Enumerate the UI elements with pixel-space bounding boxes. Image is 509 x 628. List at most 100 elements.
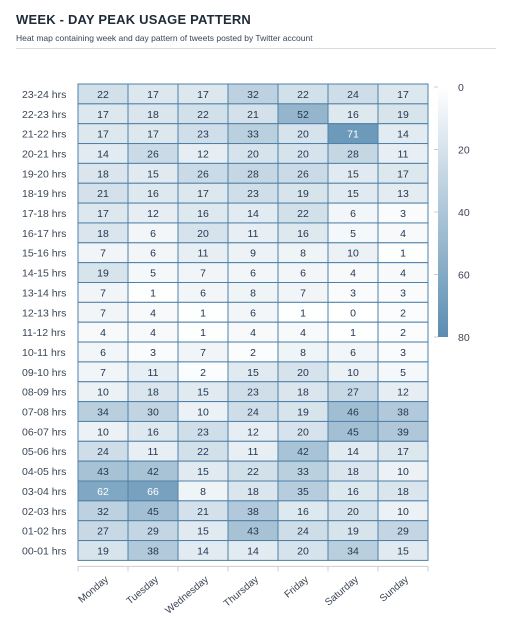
row-label: 18-19 hrs bbox=[22, 188, 66, 200]
cell-value-label: 14 bbox=[247, 545, 259, 557]
cell-value-label: 17 bbox=[197, 188, 209, 200]
column-label: Friday bbox=[283, 574, 311, 600]
cell-value-label: 20 bbox=[197, 228, 209, 240]
cell-value-label: 9 bbox=[250, 248, 256, 260]
cell-value-label: 16 bbox=[347, 109, 359, 121]
row-label: 00-01 hrs bbox=[22, 545, 66, 557]
row-label: 09-10 hrs bbox=[22, 367, 66, 379]
cell-value-label: 7 bbox=[200, 347, 206, 359]
cell-value-label: 10 bbox=[397, 506, 409, 518]
cell-value-label: 7 bbox=[100, 367, 106, 379]
cell-value-label: 19 bbox=[347, 526, 359, 538]
cell-value-label: 38 bbox=[397, 407, 409, 419]
title-divider bbox=[16, 48, 496, 49]
cell-value-label: 17 bbox=[97, 208, 109, 220]
cell-value-label: 34 bbox=[97, 407, 109, 419]
legend-gradient-bar bbox=[438, 87, 448, 337]
cell-value-label: 14 bbox=[247, 208, 259, 220]
cell-value-label: 30 bbox=[147, 407, 159, 419]
cell-value-label: 28 bbox=[347, 148, 359, 160]
cell-value-label: 27 bbox=[97, 526, 109, 538]
cell-value-label: 7 bbox=[200, 268, 206, 280]
cell-value-label: 4 bbox=[350, 268, 356, 280]
cell-value-label: 18 bbox=[297, 387, 309, 399]
cell-value-label: 22 bbox=[197, 109, 209, 121]
cell-value-label: 1 bbox=[350, 327, 356, 339]
cell-value-label: 16 bbox=[197, 208, 209, 220]
legend-tick-label: 40 bbox=[458, 207, 470, 219]
cell-value-label: 6 bbox=[150, 248, 156, 260]
cell-value-label: 19 bbox=[97, 545, 109, 557]
cell-value-label: 62 bbox=[97, 486, 109, 498]
cell-value-label: 7 bbox=[100, 287, 106, 299]
column-label: Sunday bbox=[378, 574, 411, 604]
cell-value-label: 22 bbox=[297, 89, 309, 101]
cell-value-label: 3 bbox=[150, 347, 156, 359]
cell-value-label: 21 bbox=[197, 506, 209, 518]
cell-value-label: 1 bbox=[200, 327, 206, 339]
cell-value-label: 15 bbox=[147, 168, 159, 180]
cell-value-label: 38 bbox=[147, 545, 159, 557]
cell-value-label: 2 bbox=[200, 367, 206, 379]
cell-value-label: 21 bbox=[247, 109, 259, 121]
cell-value-label: 29 bbox=[147, 526, 159, 538]
cell-value-label: 42 bbox=[147, 466, 159, 478]
cell-value-label: 14 bbox=[197, 545, 209, 557]
cell-value-label: 15 bbox=[197, 466, 209, 478]
cell-value-label: 26 bbox=[197, 168, 209, 180]
cell-value-label: 24 bbox=[297, 526, 309, 538]
cell-value-label: 16 bbox=[147, 188, 159, 200]
cell-value-label: 5 bbox=[400, 367, 406, 379]
row-label: 06-07 hrs bbox=[22, 426, 66, 438]
cell-value-label: 21 bbox=[97, 188, 109, 200]
cell-value-label: 19 bbox=[397, 109, 409, 121]
cell-value-label: 35 bbox=[297, 486, 309, 498]
cell-value-label: 12 bbox=[247, 426, 259, 438]
cell-value-label: 7 bbox=[100, 307, 106, 319]
cell-value-label: 15 bbox=[397, 545, 409, 557]
cell-value-label: 29 bbox=[397, 526, 409, 538]
cell-value-label: 5 bbox=[350, 228, 356, 240]
cell-value-label: 4 bbox=[150, 327, 156, 339]
cell-value-label: 39 bbox=[397, 426, 409, 438]
legend-tick-label: 0 bbox=[458, 82, 464, 94]
cell-value-label: 4 bbox=[150, 307, 156, 319]
cell-value-label: 16 bbox=[147, 426, 159, 438]
cell-value-label: 17 bbox=[397, 168, 409, 180]
cell-value-label: 4 bbox=[400, 228, 406, 240]
row-label: 16-17 hrs bbox=[22, 228, 66, 240]
cell-value-label: 66 bbox=[147, 486, 159, 498]
cell-value-label: 22 bbox=[297, 208, 309, 220]
cell-value-label: 10 bbox=[97, 426, 109, 438]
cell-value-label: 19 bbox=[297, 188, 309, 200]
cell-value-label: 42 bbox=[297, 446, 309, 458]
cell-value-label: 26 bbox=[297, 168, 309, 180]
cell-value-label: 20 bbox=[297, 129, 309, 141]
cell-value-label: 2 bbox=[400, 327, 406, 339]
row-label: 01-02 hrs bbox=[22, 526, 66, 538]
cell-value-label: 23 bbox=[247, 188, 259, 200]
cell-value-label: 12 bbox=[147, 208, 159, 220]
row-label: 14-15 hrs bbox=[22, 268, 66, 280]
cell-value-label: 71 bbox=[347, 129, 359, 141]
cell-value-label: 6 bbox=[300, 268, 306, 280]
cell-value-label: 18 bbox=[247, 486, 259, 498]
legend-tick-label: 60 bbox=[458, 270, 470, 282]
row-label: 02-03 hrs bbox=[22, 506, 66, 518]
cell-value-label: 6 bbox=[100, 347, 106, 359]
cell-value-label: 23 bbox=[197, 129, 209, 141]
column-labels: Monday Tuesday Wednesday Thursday Friday Satu… bbox=[77, 565, 429, 617]
cell-value-label: 43 bbox=[97, 466, 109, 478]
cell-value-label: 10 bbox=[97, 387, 109, 399]
cell-value-label: 10 bbox=[197, 407, 209, 419]
cell-value-label: 20 bbox=[297, 148, 309, 160]
cell-value-label: 23 bbox=[197, 426, 209, 438]
cell-value-label: 32 bbox=[247, 89, 259, 101]
cell-value-label: 22 bbox=[97, 89, 109, 101]
cell-value-label: 17 bbox=[397, 89, 409, 101]
cell-value-label: 14 bbox=[397, 129, 409, 141]
cell-value-label: 6 bbox=[350, 208, 356, 220]
cell-value-label: 34 bbox=[347, 545, 359, 557]
